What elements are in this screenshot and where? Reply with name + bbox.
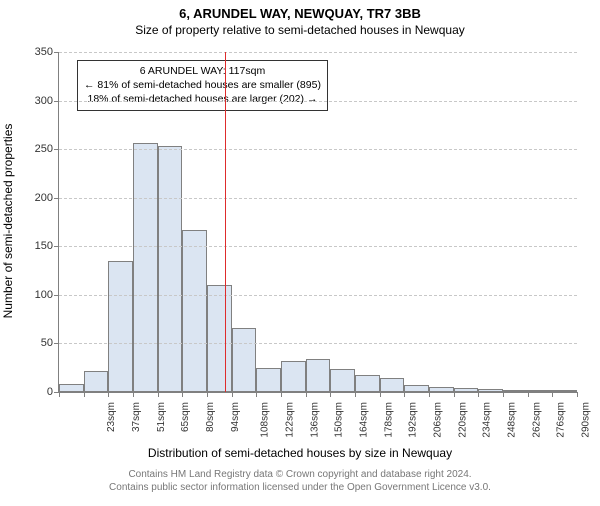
attribution-line-1: Contains HM Land Registry data © Crown c… xyxy=(0,468,600,481)
histogram-bar xyxy=(281,361,306,392)
x-tick-label: 108sqm xyxy=(260,396,271,438)
annotation-line-3: 18% of semi-detached houses are larger (… xyxy=(84,92,321,106)
annotation-line-2: ← 81% of semi-detached houses are smalle… xyxy=(84,78,321,92)
histogram-bar xyxy=(528,390,553,392)
histogram-bar xyxy=(158,146,183,392)
x-tick-mark xyxy=(108,392,109,397)
histogram-bar xyxy=(503,390,528,392)
histogram-bar xyxy=(108,261,133,392)
histogram-bar xyxy=(355,375,380,392)
histogram-bar xyxy=(330,369,355,392)
x-tick-mark xyxy=(158,392,159,397)
x-tick-mark xyxy=(59,392,60,397)
x-tick-mark xyxy=(429,392,430,397)
attribution-line-2: Contains public sector information licen… xyxy=(0,481,600,494)
x-tick-mark xyxy=(355,392,356,397)
x-tick-mark xyxy=(306,392,307,397)
annotation-box: 6 ARUNDEL WAY: 117sqm ← 81% of semi-deta… xyxy=(77,60,328,111)
y-tick-label: 250 xyxy=(13,143,59,155)
y-tick-label: 350 xyxy=(13,46,59,58)
histogram-bar xyxy=(306,359,331,392)
histogram-bar xyxy=(133,143,158,392)
x-tick-label: 220sqm xyxy=(457,396,468,438)
x-tick-mark xyxy=(478,392,479,397)
x-tick-mark xyxy=(133,392,134,397)
x-tick-label: 192sqm xyxy=(408,396,419,438)
x-tick-mark xyxy=(552,392,553,397)
x-tick-label: 178sqm xyxy=(383,396,394,438)
x-tick-mark xyxy=(256,392,257,397)
grid-line xyxy=(59,343,577,344)
grid-line xyxy=(59,246,577,247)
x-tick-mark xyxy=(207,392,208,397)
histogram-bar xyxy=(454,388,479,392)
x-tick-label: 37sqm xyxy=(131,396,142,432)
grid-line xyxy=(59,295,577,296)
x-tick-mark xyxy=(232,392,233,397)
x-tick-mark xyxy=(577,392,578,397)
grid-line xyxy=(59,149,577,150)
chart-title-sub: Size of property relative to semi-detach… xyxy=(0,23,600,37)
x-tick-mark xyxy=(330,392,331,397)
annotation-line-1: 6 ARUNDEL WAY: 117sqm xyxy=(84,64,321,78)
histogram-bar xyxy=(84,371,109,392)
histogram-bar xyxy=(182,230,207,392)
x-tick-mark xyxy=(281,392,282,397)
histogram-bar xyxy=(207,285,232,392)
x-tick-label: 51sqm xyxy=(156,396,167,432)
x-axis-label: Distribution of semi-detached houses by … xyxy=(0,446,600,460)
histogram-bar xyxy=(380,378,405,392)
y-tick-label: 300 xyxy=(13,95,59,107)
x-tick-label: 206sqm xyxy=(433,396,444,438)
x-tick-mark xyxy=(454,392,455,397)
chart-container: Number of semi-detached properties 6 ARU… xyxy=(0,46,600,466)
x-tick-label: 290sqm xyxy=(581,396,592,438)
x-tick-label: 23sqm xyxy=(106,396,117,432)
x-tick-mark xyxy=(380,392,381,397)
histogram-bar xyxy=(429,387,454,392)
x-tick-mark xyxy=(84,392,85,397)
histogram-bar xyxy=(478,389,503,392)
histogram-bar xyxy=(59,384,84,392)
x-tick-label: 164sqm xyxy=(359,396,370,438)
x-tick-mark xyxy=(182,392,183,397)
y-tick-label: 200 xyxy=(13,192,59,204)
y-tick-label: 150 xyxy=(13,240,59,252)
y-tick-label: 100 xyxy=(13,289,59,301)
x-tick-mark xyxy=(503,392,504,397)
chart-title-main: 6, ARUNDEL WAY, NEWQUAY, TR7 3BB xyxy=(0,6,600,21)
x-tick-label: 262sqm xyxy=(531,396,542,438)
x-tick-label: 80sqm xyxy=(205,396,216,432)
x-tick-label: 94sqm xyxy=(230,396,241,432)
x-tick-label: 276sqm xyxy=(556,396,567,438)
x-tick-label: 150sqm xyxy=(334,396,345,438)
histogram-bar xyxy=(552,390,577,392)
reference-line xyxy=(225,52,226,392)
x-tick-label: 136sqm xyxy=(309,396,320,438)
grid-line xyxy=(59,101,577,102)
attribution-text: Contains HM Land Registry data © Crown c… xyxy=(0,468,600,494)
x-tick-label: 122sqm xyxy=(285,396,296,438)
y-tick-label: 0 xyxy=(13,386,59,398)
x-tick-label: 234sqm xyxy=(482,396,493,438)
grid-line xyxy=(59,52,577,53)
x-tick-mark xyxy=(404,392,405,397)
histogram-bar xyxy=(232,328,257,392)
x-tick-label: 65sqm xyxy=(180,396,191,432)
x-tick-mark xyxy=(528,392,529,397)
histogram-bar xyxy=(404,385,429,392)
y-tick-label: 50 xyxy=(13,337,59,349)
grid-line xyxy=(59,198,577,199)
x-tick-label: 248sqm xyxy=(507,396,518,438)
histogram-bar xyxy=(256,368,281,392)
plot-area: 6 ARUNDEL WAY: 117sqm ← 81% of semi-deta… xyxy=(58,52,577,393)
